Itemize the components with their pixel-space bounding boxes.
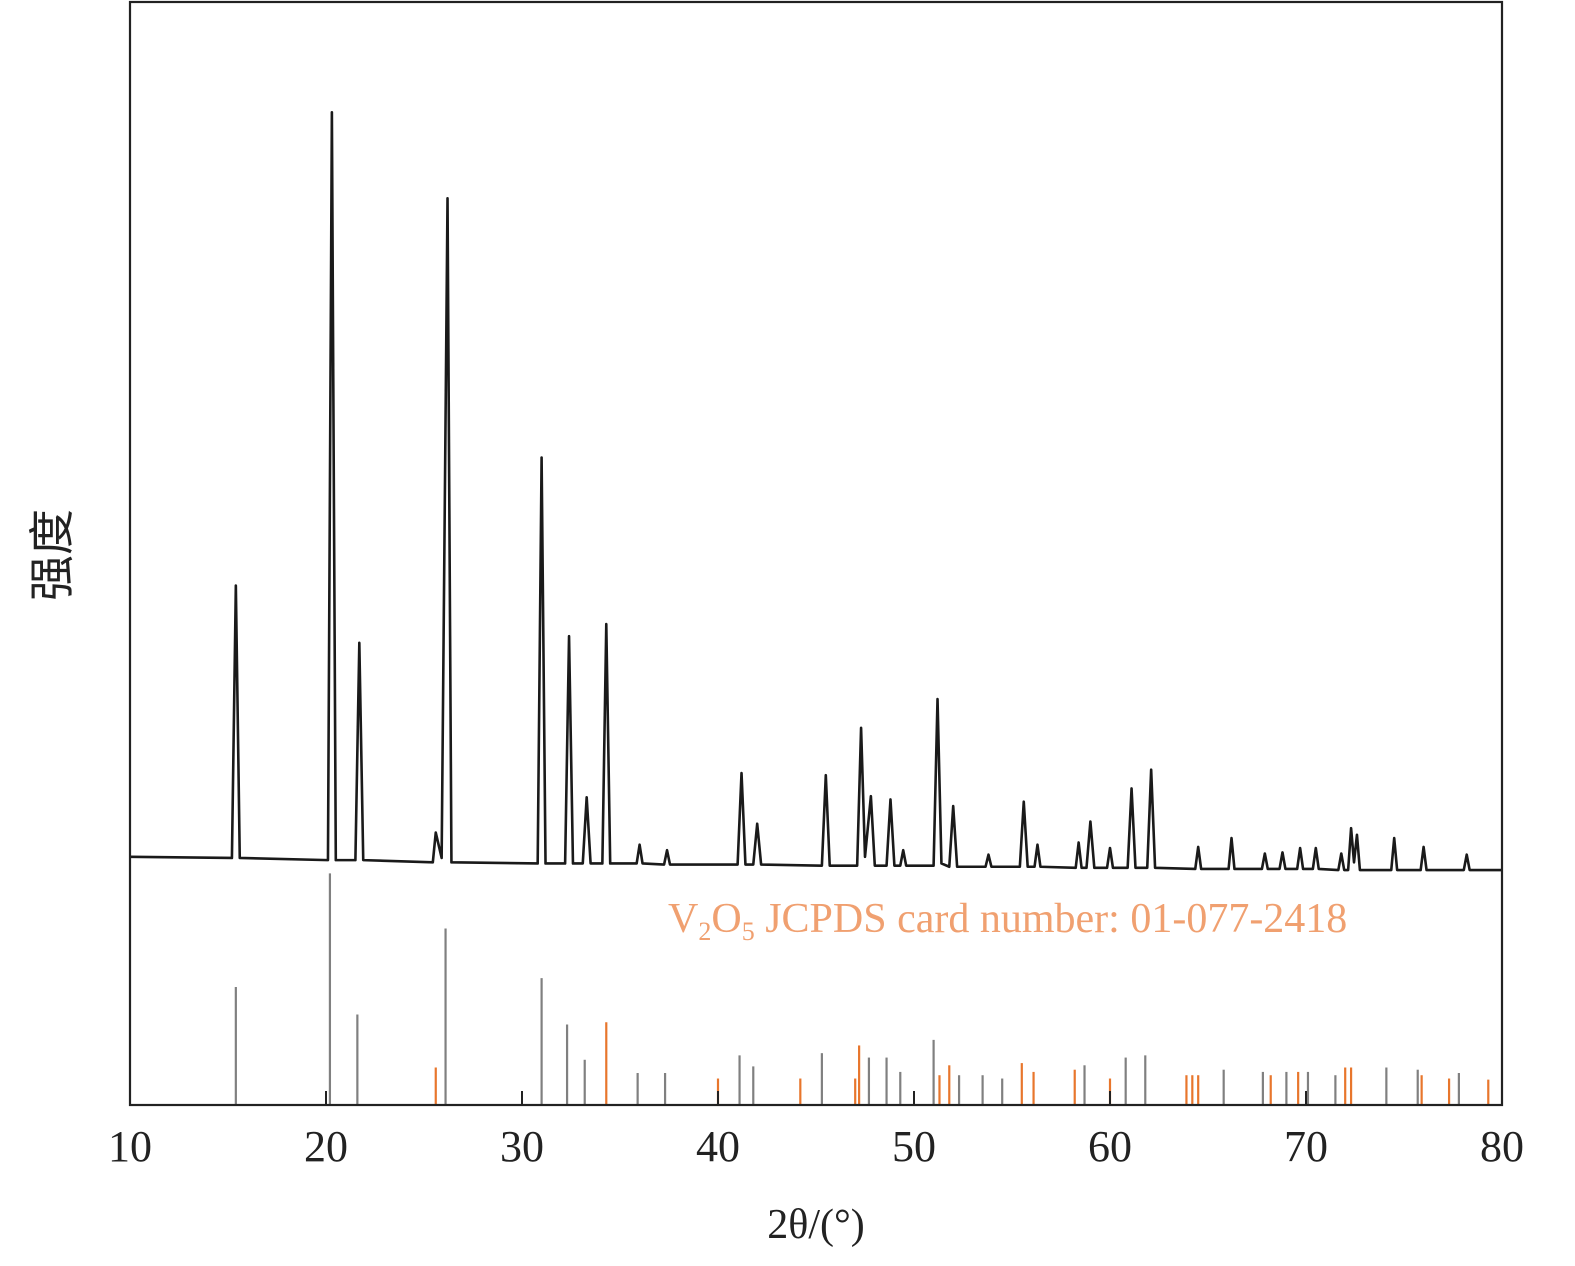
x-tick-label: 50 [892, 1122, 936, 1171]
x-tick-label: 70 [1284, 1122, 1328, 1171]
annotation-subscript: 5 [742, 917, 755, 946]
x-tick-label: 10 [108, 1122, 152, 1171]
y-axis-label: 强度 [25, 509, 79, 601]
annotation: V2O5 JCPDS card number: 01-077-2418 [668, 896, 1347, 946]
xrd-curve [129, 111, 1502, 872]
annotation-subscript: 2 [698, 917, 711, 946]
x-tick-label: 40 [696, 1122, 740, 1171]
x-tick-label: 80 [1480, 1122, 1524, 1171]
annotation-text: O [711, 896, 741, 942]
annotation-text: JCPDS card number: 01-077-2418 [755, 896, 1348, 942]
x-axis-label: 2θ/(°) [767, 1202, 865, 1248]
x-tick-label: 20 [304, 1122, 348, 1171]
plot-frame [128, 0, 1504, 1107]
x-tick-label: 30 [500, 1122, 544, 1171]
x-tick-label: 60 [1088, 1122, 1132, 1171]
annotation-text: V [668, 896, 698, 942]
